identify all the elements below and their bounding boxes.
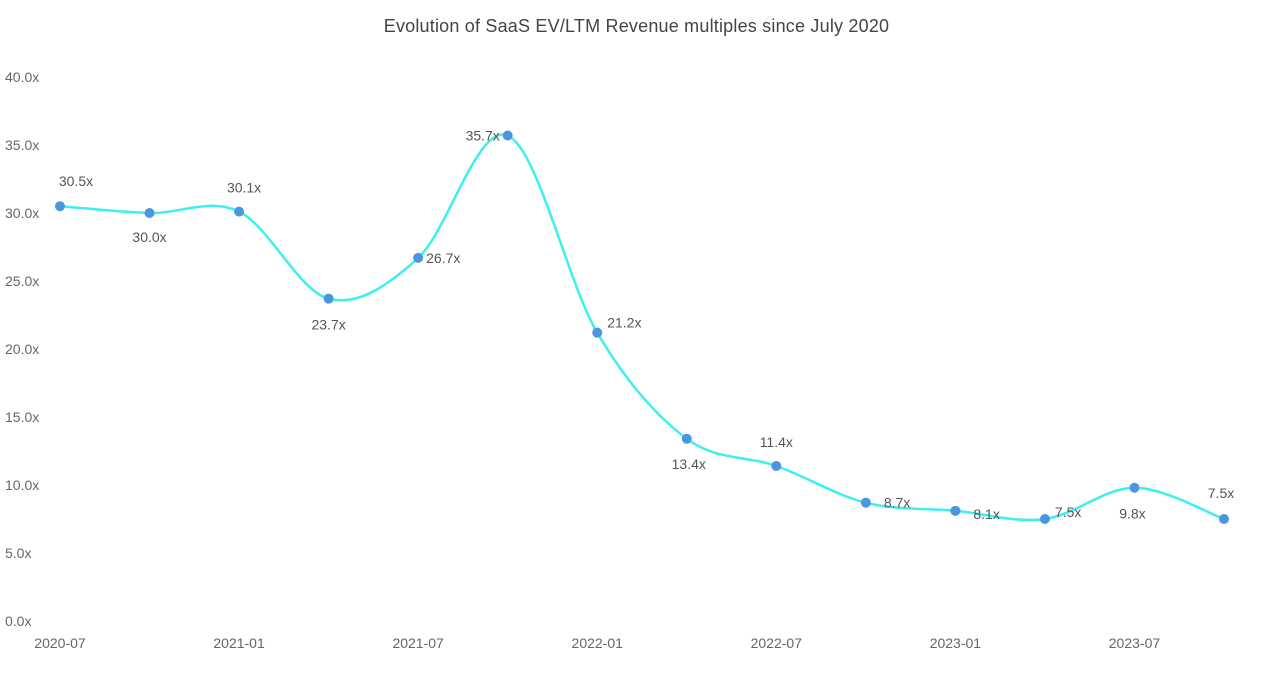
data-label: 30.0x bbox=[132, 229, 166, 245]
y-tick-label: 25.0x bbox=[5, 273, 39, 289]
data-label: 35.7x bbox=[466, 127, 500, 143]
y-tick-label: 35.0x bbox=[5, 137, 39, 153]
x-tick-label: 2021-07 bbox=[392, 635, 444, 651]
y-axis: 0.0x 5.0x 10.0x 15.0x 20.0x 25.0x 30.0x 35.0x 40… bbox=[5, 69, 39, 629]
y-tick-label: 30.0x bbox=[5, 205, 39, 221]
x-axis: 2020-07 2021-01 2021-07 2022-01 2022-07 2023-… bbox=[34, 635, 1160, 651]
y-tick-label: 20.0x bbox=[5, 341, 39, 357]
y-tick-label: 5.0x bbox=[5, 545, 31, 561]
x-tick-label: 2023-01 bbox=[930, 635, 982, 651]
data-label: 13.4x bbox=[672, 456, 706, 472]
x-tick-label: 2022-01 bbox=[572, 635, 624, 651]
data-label: 9.8x bbox=[1119, 506, 1145, 522]
data-label: 30.1x bbox=[227, 180, 261, 196]
data-point bbox=[234, 206, 245, 217]
x-tick-label: 2021-01 bbox=[213, 635, 265, 651]
data-point bbox=[860, 497, 871, 508]
y-tick-label: 15.0x bbox=[5, 409, 39, 425]
data-point bbox=[681, 433, 692, 444]
data-label: 21.2x bbox=[607, 315, 641, 331]
y-tick-label: 10.0x bbox=[5, 477, 39, 493]
y-tick-label: 40.0x bbox=[5, 69, 39, 85]
data-point bbox=[1129, 482, 1140, 493]
data-point bbox=[950, 505, 961, 516]
data-label: 23.7x bbox=[311, 317, 345, 333]
data-label: 11.4x bbox=[760, 434, 793, 450]
data-label: 8.7x bbox=[884, 495, 910, 511]
data-label: 30.5x bbox=[59, 173, 93, 189]
data-label: 7.5x bbox=[1208, 485, 1234, 501]
y-tick-label: 0.0x bbox=[5, 613, 31, 629]
data-point bbox=[771, 460, 782, 471]
data-point bbox=[502, 130, 513, 141]
data-point bbox=[323, 293, 334, 304]
data-markers bbox=[55, 130, 1229, 524]
data-point bbox=[413, 252, 424, 263]
data-point bbox=[144, 208, 155, 218]
data-point bbox=[55, 201, 65, 212]
x-tick-label: 2020-07 bbox=[34, 635, 86, 651]
data-point bbox=[1219, 514, 1229, 524]
data-label: 8.1x bbox=[973, 506, 999, 522]
data-point bbox=[592, 327, 603, 338]
data-point bbox=[1039, 514, 1050, 524]
x-tick-label: 2022-07 bbox=[751, 635, 803, 651]
data-labels: 30.5x 30.0x 30.1x 23.7x 26.7x 35.7x 21.2x 13.4x… bbox=[59, 127, 1234, 521]
x-tick-label: 2023-07 bbox=[1109, 635, 1161, 651]
data-label: 26.7x bbox=[426, 250, 460, 266]
data-label: 7.5x bbox=[1055, 504, 1081, 520]
chart-title: Evolution of SaaS EV/LTM Revenue multipl… bbox=[383, 16, 890, 36]
